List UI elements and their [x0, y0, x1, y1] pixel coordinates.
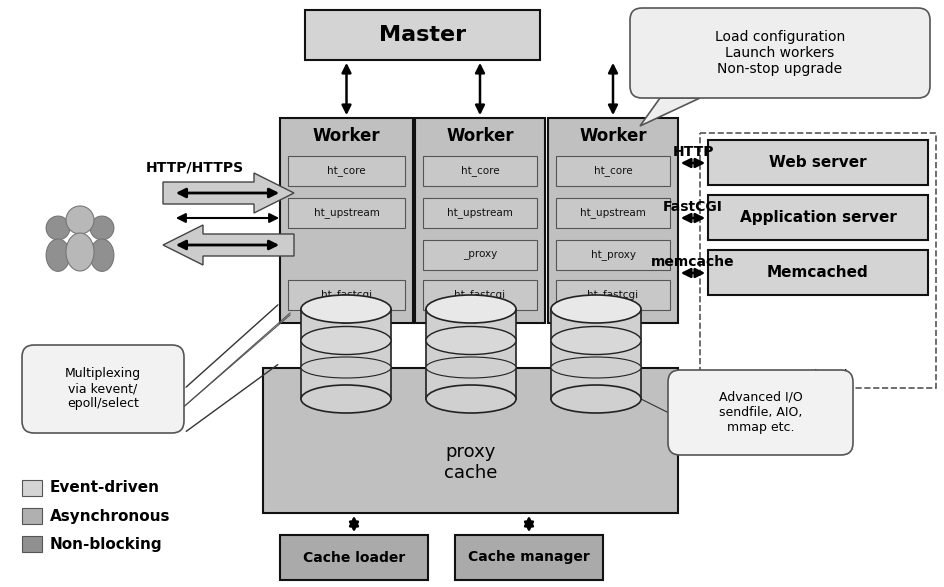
Bar — [708, 250, 928, 295]
Ellipse shape — [46, 239, 70, 271]
Text: Web server: Web server — [769, 154, 867, 170]
Bar — [305, 10, 540, 60]
Bar — [423, 240, 537, 270]
Ellipse shape — [301, 295, 391, 323]
Text: Asynchronous: Asynchronous — [50, 508, 171, 524]
Polygon shape — [640, 98, 700, 126]
Text: HTTP: HTTP — [672, 145, 714, 159]
Ellipse shape — [66, 233, 94, 271]
Ellipse shape — [426, 326, 516, 355]
Text: ht_upstream: ht_upstream — [580, 208, 646, 218]
Bar — [288, 280, 405, 310]
Text: Non-blocking: Non-blocking — [50, 537, 162, 552]
Text: Worker: Worker — [447, 127, 514, 145]
Ellipse shape — [301, 326, 391, 355]
Text: ht_fastcgi: ht_fastcgi — [454, 289, 506, 301]
Ellipse shape — [551, 295, 641, 323]
Bar — [280, 118, 413, 323]
Polygon shape — [163, 173, 294, 213]
Text: Cache manager: Cache manager — [468, 551, 590, 565]
Ellipse shape — [301, 357, 391, 378]
Text: Advanced I/O
sendfile, AIO,
mmap etc.: Advanced I/O sendfile, AIO, mmap etc. — [718, 391, 802, 434]
Text: ht_core: ht_core — [594, 166, 632, 177]
Text: ht_core: ht_core — [461, 166, 499, 177]
Text: Application server: Application server — [739, 210, 897, 224]
Text: _proxy: _proxy — [463, 250, 497, 260]
Ellipse shape — [426, 295, 516, 323]
Text: ht_core: ht_core — [328, 166, 366, 177]
Text: HTTP/HTTPS: HTTP/HTTPS — [146, 160, 244, 174]
Bar — [423, 280, 537, 310]
Bar — [22, 480, 42, 496]
Bar — [288, 198, 405, 228]
Ellipse shape — [301, 385, 391, 413]
Bar — [423, 198, 537, 228]
Text: Cache loader: Cache loader — [303, 551, 405, 565]
Circle shape — [90, 216, 114, 240]
Bar — [556, 280, 670, 310]
Ellipse shape — [426, 385, 516, 413]
Text: ht_fastcgi: ht_fastcgi — [321, 289, 372, 301]
Bar — [455, 535, 603, 580]
Text: Master: Master — [379, 25, 466, 45]
Bar — [708, 195, 928, 240]
Text: ht_fastcgi: ht_fastcgi — [587, 289, 638, 301]
Ellipse shape — [426, 357, 516, 378]
FancyBboxPatch shape — [668, 370, 853, 455]
Text: Backend: Backend — [788, 369, 848, 383]
Text: memcache: memcache — [651, 255, 734, 269]
Text: FastCGI: FastCGI — [663, 200, 723, 214]
Bar — [423, 156, 537, 186]
FancyBboxPatch shape — [22, 345, 184, 433]
Ellipse shape — [551, 326, 641, 355]
Text: Worker: Worker — [580, 127, 647, 145]
Bar — [288, 156, 405, 186]
Ellipse shape — [551, 385, 641, 413]
Text: ht_upstream: ht_upstream — [313, 208, 379, 218]
Text: Event-driven: Event-driven — [50, 481, 160, 495]
FancyBboxPatch shape — [630, 8, 930, 98]
Text: ht_upstream: ht_upstream — [447, 208, 513, 218]
Ellipse shape — [90, 239, 114, 271]
Bar — [22, 536, 42, 552]
Bar — [551, 309, 641, 399]
Bar — [280, 535, 428, 580]
Bar — [700, 133, 936, 388]
Bar — [301, 309, 391, 399]
Circle shape — [66, 206, 94, 234]
Polygon shape — [163, 225, 294, 265]
Bar — [263, 368, 678, 513]
Bar — [22, 508, 42, 524]
Text: Load configuration
Launch workers
Non-stop upgrade: Load configuration Launch workers Non-st… — [715, 30, 845, 76]
Bar — [426, 309, 516, 399]
Text: ht_proxy: ht_proxy — [591, 249, 635, 261]
Circle shape — [46, 216, 70, 240]
Ellipse shape — [551, 357, 641, 378]
Bar — [415, 118, 545, 323]
Bar — [548, 118, 678, 323]
Bar — [556, 240, 670, 270]
Text: Multiplexing
via kevent/
epoll/select: Multiplexing via kevent/ epoll/select — [65, 367, 141, 410]
Text: Worker: Worker — [312, 127, 380, 145]
Bar — [556, 156, 670, 186]
Bar — [556, 198, 670, 228]
Text: proxy
cache: proxy cache — [444, 443, 497, 482]
Text: Memcached: Memcached — [767, 265, 868, 279]
Bar — [708, 140, 928, 185]
